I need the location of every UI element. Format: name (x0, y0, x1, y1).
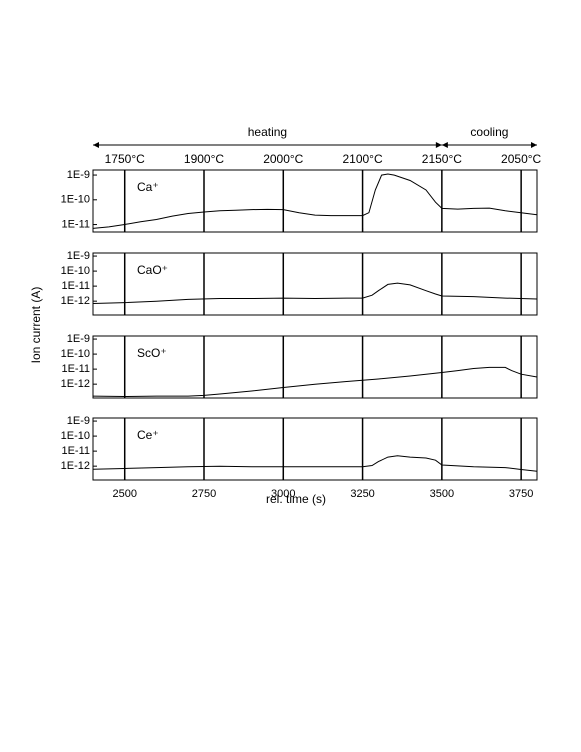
panel-frame (92, 417, 538, 481)
y-tick-label: 1E-9 (67, 333, 90, 345)
y-tick-label: 1E-12 (61, 460, 90, 472)
y-tick-label: 1E-12 (61, 378, 90, 390)
x-axis-label: rel. time (s) (266, 492, 326, 506)
phase-label: cooling (470, 125, 508, 139)
x-tick-label: 3500 (430, 488, 454, 500)
y-tick-label: 1E-9 (67, 250, 90, 262)
y-tick-label: 1E-12 (61, 295, 90, 307)
temperature-label: 1750°C (105, 152, 145, 166)
series-label: CaO⁺ (137, 263, 168, 277)
y-axis-label: Ion current (A) (29, 287, 43, 364)
y-tick-label: 1E-11 (61, 445, 90, 457)
x-tick-label: 2750 (192, 488, 216, 500)
phase-label: heating (248, 125, 287, 139)
temperature-label: 2150°C (422, 152, 462, 166)
temperature-label: 2000°C (263, 152, 303, 166)
y-tick-label: 1E-9 (67, 415, 90, 427)
y-tick-label: 1E-11 (61, 218, 90, 230)
series-line (92, 455, 538, 472)
x-tick-label: 2500 (112, 488, 136, 500)
series-label: Ca⁺ (137, 180, 159, 194)
panel-frame (92, 169, 538, 233)
y-tick-label: 1E-10 (61, 348, 90, 360)
y-tick-label: 1E-10 (61, 430, 90, 442)
series-line (92, 173, 538, 229)
series-line (92, 366, 538, 398)
x-tick-label: 3000 (271, 488, 295, 500)
panel-frame (92, 335, 538, 399)
y-tick-label: 1E-11 (61, 363, 90, 375)
x-tick-label: 3250 (350, 488, 374, 500)
series-line (92, 282, 538, 304)
series-label: ScO⁺ (137, 346, 167, 360)
series-label: Ce⁺ (137, 428, 159, 442)
y-tick-label: 1E-11 (61, 280, 90, 292)
y-tick-label: 1E-10 (61, 194, 90, 206)
temperature-label: 2100°C (342, 152, 382, 166)
x-tick-label: 3750 (509, 488, 533, 500)
panel-frame (92, 252, 538, 316)
y-tick-label: 1E-10 (61, 265, 90, 277)
y-tick-label: 1E-9 (67, 169, 90, 181)
temperature-label: 2050°C (501, 152, 541, 166)
temperature-label: 1900°C (184, 152, 224, 166)
